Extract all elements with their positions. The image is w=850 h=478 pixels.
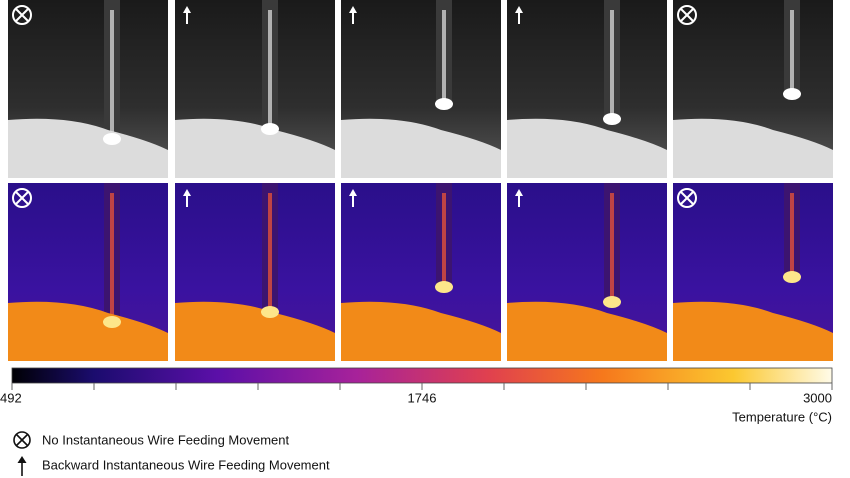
icon-no-movement <box>680 191 694 205</box>
arc-glow <box>103 316 121 328</box>
wire-core <box>110 193 114 318</box>
wire-core <box>110 10 114 135</box>
melt-pool <box>341 301 501 361</box>
wire-core <box>790 10 794 90</box>
arc-glow <box>261 306 279 318</box>
colorbar-label: Temperature (°C) <box>732 409 832 424</box>
image-panel <box>507 0 667 178</box>
icon-no-movement <box>680 8 694 22</box>
legend-label: Backward Instantaneous Wire Feeding Move… <box>42 457 330 472</box>
arc-glow <box>435 98 453 110</box>
melt-pool <box>8 301 168 361</box>
legend-no-movement-icon <box>13 431 31 449</box>
icon-backward <box>515 189 523 196</box>
icon-no-movement <box>15 191 29 205</box>
colorbar-tick-label: 3000 <box>803 390 832 405</box>
icon-no-movement <box>12 5 32 25</box>
icon-backward <box>349 189 357 196</box>
icon-no-movement <box>15 8 29 22</box>
wire-core <box>610 10 614 115</box>
icon-backward <box>183 189 191 196</box>
image-panel <box>175 0 335 178</box>
melt-pool <box>507 301 667 361</box>
melt-pool <box>341 118 501 178</box>
colorbar-tick-label: 492 <box>0 390 22 405</box>
image-panel <box>507 183 667 361</box>
icon-backward <box>515 6 523 13</box>
legend-backward-icon <box>17 456 27 476</box>
icon-no-movement <box>677 5 697 25</box>
icon-backward <box>349 6 357 13</box>
melt-pool <box>673 118 833 178</box>
wire-core <box>268 193 272 308</box>
icon-backward <box>183 6 191 13</box>
arc-glow <box>783 271 801 283</box>
arc-glow <box>603 296 621 308</box>
wire-core <box>442 193 446 283</box>
wire-core <box>442 10 446 100</box>
wire-core <box>268 10 272 125</box>
image-panel <box>673 0 833 178</box>
image-panel <box>673 183 833 361</box>
arc-glow <box>261 123 279 135</box>
arc-glow <box>103 133 121 145</box>
colorbar <box>11 367 833 384</box>
image-panel <box>8 183 168 361</box>
wire-core <box>610 193 614 298</box>
colorbar-axis: 492 1746 3000 <box>0 383 833 405</box>
image-panel <box>175 183 335 361</box>
icon-no-movement <box>12 188 32 208</box>
legend-label: No Instantaneous Wire Feeding Movement <box>42 432 290 447</box>
colorbar-tick-label: 1746 <box>408 390 437 405</box>
image-panel <box>341 0 501 178</box>
melt-pool <box>175 118 335 178</box>
melt-pool <box>175 301 335 361</box>
arc-glow <box>603 113 621 125</box>
melt-pool <box>507 118 667 178</box>
image-panel <box>8 0 168 178</box>
melt-pool <box>673 301 833 361</box>
arc-glow <box>783 88 801 100</box>
wire-core <box>790 193 794 273</box>
image-panels <box>8 0 833 361</box>
image-panel <box>341 183 501 361</box>
melt-pool <box>8 118 168 178</box>
arc-glow <box>435 281 453 293</box>
icon-no-movement <box>677 188 697 208</box>
